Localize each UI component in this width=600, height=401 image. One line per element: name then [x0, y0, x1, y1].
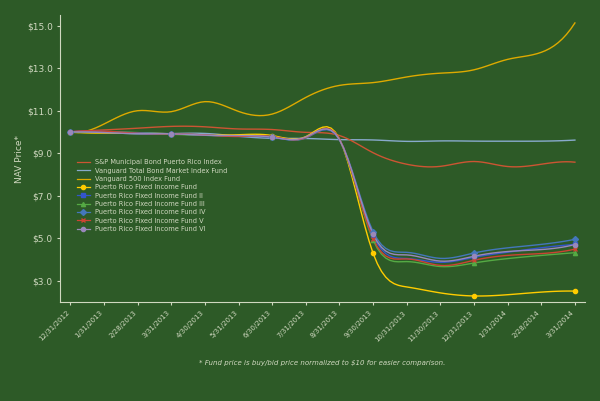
Legend: S&P Municipal Bond Puerto Rico Index, Vanguard Total Bond Market Index Fund, Van: S&P Municipal Bond Puerto Rico Index, Va… — [74, 157, 230, 235]
Text: * Fund price is buy/bid price normalized to $10 for easier comparison.: * Fund price is buy/bid price normalized… — [199, 359, 446, 366]
Y-axis label: NAV Price*: NAV Price* — [15, 134, 24, 182]
